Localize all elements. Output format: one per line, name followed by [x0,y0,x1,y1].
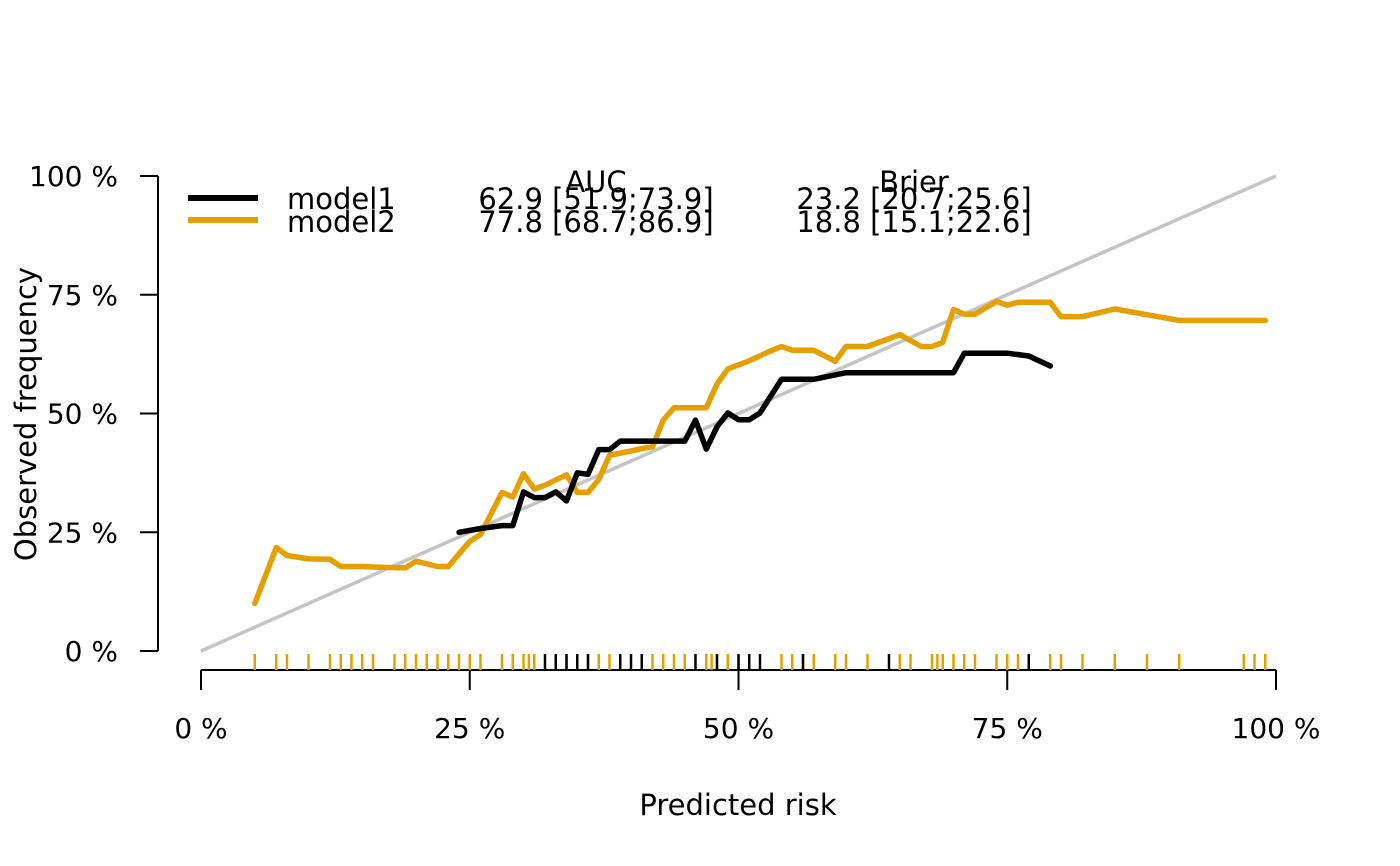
x-tick-label: 25 % [434,712,505,745]
legend-model1-name: model1 [287,182,396,216]
x-ticks: 0 % 25 % 50 % 75 % 100 % [174,670,1320,745]
y-tick-label: 100 % [29,160,118,193]
legend-model2-name: model2 [287,205,396,239]
x-tick-label: 0 % [174,712,227,745]
y-ticks: 0 % 25 % 50 % 75 % 100 % [29,160,158,668]
legend-model2-brier: 18.8 [15.1;22.6] [796,205,1031,239]
plot-area [200,174,1277,670]
x-tick-label: 100 % [1232,712,1321,745]
legend-model2-auc: 77.8 [68.7;86.9] [478,205,713,239]
x-tick-label: 50 % [703,712,774,745]
rug-layer [253,654,1267,670]
y-tick-label: 75 % [47,279,118,312]
y-tick-label: 25 % [47,516,118,549]
series-line-model1 [456,350,1054,536]
legend-model1-auc: 62.9 [51.9;73.9] [478,182,713,216]
legend: AUC Brier model1 62.9 [51.9;73.9] 23.2 [… [188,165,1032,239]
diagonal-reference-line [200,174,1277,653]
y-axis-title: Observed frequency [9,267,43,561]
x-tick-label: 75 % [972,712,1043,745]
y-tick-label: 50 % [47,398,118,431]
axes: 0 % 25 % 50 % 75 % 100 % 0 % 25 % 50 % 75 % 100 … [29,160,1320,745]
legend-model1-brier: 23.2 [20.7;25.6] [796,182,1031,216]
legend-header-auc: AUC [565,165,626,199]
y-tick-label: 0 % [65,635,118,668]
series-line-model2 [252,298,1269,607]
legend-header-brier: Brier [879,165,949,199]
x-axis-title: Predicted risk [639,788,836,822]
series-layer [252,298,1269,607]
